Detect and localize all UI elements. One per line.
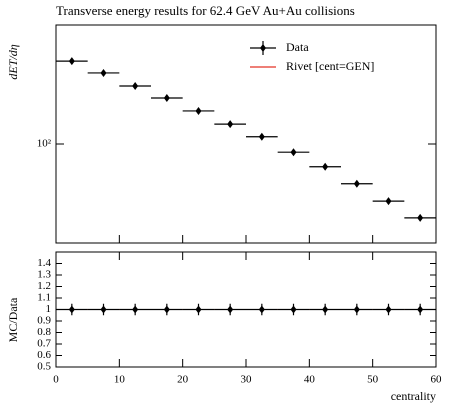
ratio-y-tick-label: 1.1 <box>37 292 51 304</box>
ratio-point <box>258 305 265 314</box>
ratio-y-tick-label: 0.6 <box>37 349 51 361</box>
ratio-point <box>322 305 329 314</box>
ratio-y-tick-label: 0.8 <box>37 326 51 338</box>
x-tick-label: 0 <box>53 374 59 386</box>
legend-label: Data <box>286 40 309 54</box>
data-point <box>195 106 202 115</box>
data-point <box>353 179 360 188</box>
ratio-y-tick-label: 1.4 <box>37 257 51 269</box>
ratio-y-axis-label: MC/Data <box>6 297 20 342</box>
data-point <box>132 81 139 90</box>
ratio-y-tick-label: 0.7 <box>37 338 51 350</box>
x-tick-label: 30 <box>241 374 253 386</box>
ratio-point <box>417 305 424 314</box>
ratio-y-tick-label: 0.9 <box>37 315 51 327</box>
ratio-point <box>353 305 360 314</box>
x-tick-label: 20 <box>177 374 189 386</box>
ratio-y-tick-label: 1 <box>46 303 52 315</box>
ratio-y-tick-label: 1.2 <box>37 280 51 292</box>
data-point <box>68 57 75 66</box>
x-tick-label: 60 <box>431 374 443 386</box>
y-tick-label: 10² <box>37 138 52 150</box>
chart-title: Transverse energy results for 62.4 GeV A… <box>56 3 355 18</box>
ratio-point <box>227 305 234 314</box>
legend-label: Rivet [cent=GEN] <box>286 59 374 73</box>
ratio-point <box>195 305 202 314</box>
data-point <box>100 68 107 77</box>
x-tick-label: 10 <box>114 374 126 386</box>
x-axis-label: centrality <box>391 389 436 403</box>
data-point <box>227 120 234 129</box>
data-point <box>322 162 329 171</box>
ratio-point <box>385 305 392 314</box>
ratio-point <box>132 305 139 314</box>
data-point <box>163 93 170 102</box>
ratio-point <box>163 305 170 314</box>
data-point <box>417 213 424 222</box>
x-tick-label: 50 <box>367 374 379 386</box>
main-frame <box>55 24 437 244</box>
ratio-point <box>290 305 297 314</box>
data-point <box>290 148 297 157</box>
data-point <box>258 132 265 141</box>
x-tick-label: 40 <box>304 374 316 386</box>
y-axis-label: dET/dη <box>6 44 20 79</box>
ratio-y-tick-label: 0.5 <box>37 361 51 373</box>
data-point <box>385 197 392 206</box>
ratio-point <box>68 305 75 314</box>
ratio-point <box>100 305 107 314</box>
ratio-y-tick-label: 1.3 <box>37 269 51 281</box>
